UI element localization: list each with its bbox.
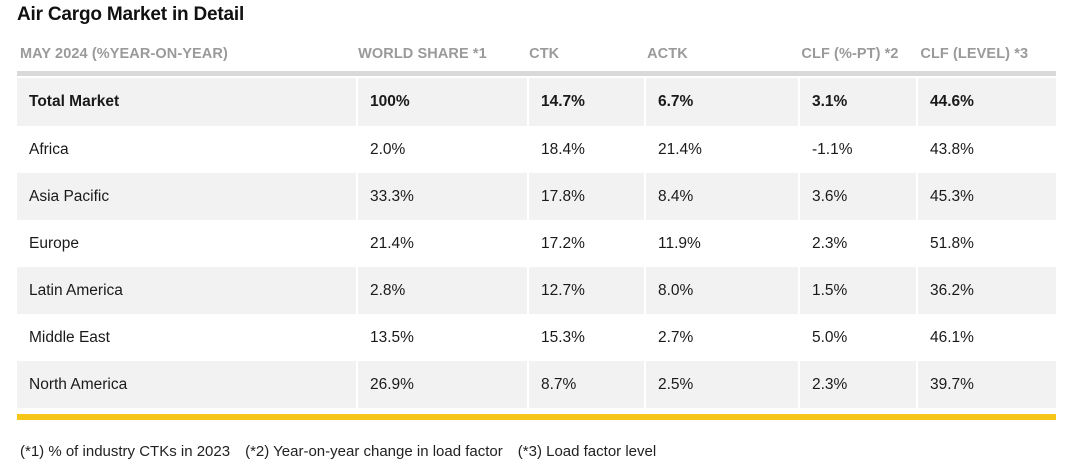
header-clf-level: CLF (LEVEL) *3 bbox=[920, 45, 1029, 62]
cell-ctk: 17.2% bbox=[529, 220, 646, 267]
cell-ctk: 12.7% bbox=[529, 267, 646, 314]
cell-region: Europe bbox=[17, 220, 358, 267]
header-region: MAY 2024 (%YEAR-ON-YEAR) bbox=[20, 45, 228, 62]
header-clf-pt: CLF (%-PT) *2 bbox=[801, 45, 899, 62]
page-title: Air Cargo Market in Detail bbox=[17, 4, 245, 25]
cell-clf-level: 45.3% bbox=[930, 187, 974, 205]
cell-world-share: 2.8% bbox=[358, 267, 529, 314]
cell-clf-pt: -1.1% bbox=[800, 126, 918, 173]
cell-ctk: 18.4% bbox=[529, 126, 646, 173]
cell-region: Latin America bbox=[17, 267, 358, 314]
cell-clf-level: 36.2% bbox=[930, 281, 974, 299]
cell-actk: 11.9% bbox=[646, 220, 800, 267]
table-row: North America 26.9% 8.7% 2.5% 2.3% 39.7% bbox=[17, 361, 1056, 408]
cell-ctk: 15.3% bbox=[529, 314, 646, 361]
table-header-row: MAY 2024 (%YEAR-ON-YEAR) WORLD SHARE *1 … bbox=[17, 36, 1056, 76]
cell-clf-level: 43.8% bbox=[930, 140, 974, 158]
cell-clf-level: 46.1% bbox=[930, 328, 974, 346]
footnote-2: (*2) Year-on-year change in load factor bbox=[245, 443, 503, 460]
header-ctk: CTK bbox=[529, 45, 560, 62]
header-actk: ACTK bbox=[647, 45, 688, 62]
footnote-1: (*1) % of industry CTKs in 2023 bbox=[20, 443, 231, 460]
cell-clf-pt: 3.6% bbox=[800, 173, 918, 220]
cell-clf-pt: 5.0% bbox=[800, 314, 918, 361]
cell-world-share: 13.5% bbox=[358, 314, 529, 361]
footnotes: (*1) % of industry CTKs in 2023 (*2) Yea… bbox=[20, 443, 656, 460]
cell-clf-level: 39.7% bbox=[930, 375, 974, 393]
cell-actk: 21.4% bbox=[646, 126, 800, 173]
cell-actk: 2.7% bbox=[646, 314, 800, 361]
cell-world-share: 100% bbox=[358, 78, 529, 126]
cell-ctk: 8.7% bbox=[529, 361, 646, 408]
cell-region: North America bbox=[17, 361, 358, 408]
cell-ctk: 14.7% bbox=[529, 78, 646, 126]
cell-clf-level: 51.8% bbox=[930, 234, 974, 252]
header-world-share: WORLD SHARE *1 bbox=[358, 45, 487, 62]
cell-clf-pt: 2.3% bbox=[800, 361, 918, 408]
cell-clf-pt: 1.5% bbox=[800, 267, 918, 314]
cell-actk: 8.4% bbox=[646, 173, 800, 220]
cell-actk: 2.5% bbox=[646, 361, 800, 408]
table-row: Total Market 100% 14.7% 6.7% 3.1% 44.6% bbox=[17, 78, 1056, 126]
cell-world-share: 21.4% bbox=[358, 220, 529, 267]
cell-world-share: 33.3% bbox=[358, 173, 529, 220]
cell-actk: 6.7% bbox=[646, 78, 800, 126]
table-row: Middle East 13.5% 15.3% 2.7% 5.0% 46.1% bbox=[17, 314, 1056, 361]
cell-actk: 8.0% bbox=[646, 267, 800, 314]
cell-clf-pt: 3.1% bbox=[800, 78, 918, 126]
cell-clf-level: 44.6% bbox=[930, 93, 974, 110]
table-row: Latin America 2.8% 12.7% 8.0% 1.5% 36.2% bbox=[17, 267, 1056, 314]
footnote-3: (*3) Load factor level bbox=[517, 443, 657, 460]
cell-world-share: 26.9% bbox=[358, 361, 529, 408]
cell-clf-pt: 2.3% bbox=[800, 220, 918, 267]
cell-region: Total Market bbox=[17, 78, 358, 126]
cell-region: Middle East bbox=[17, 314, 358, 361]
cell-ctk: 17.8% bbox=[529, 173, 646, 220]
table-row: Europe 21.4% 17.2% 11.9% 2.3% 51.8% bbox=[17, 220, 1056, 267]
table-row: Asia Pacific 33.3% 17.8% 8.4% 3.6% 45.3% bbox=[17, 173, 1056, 220]
cell-region: Africa bbox=[17, 126, 358, 173]
cell-world-share: 2.0% bbox=[358, 126, 529, 173]
air-cargo-table: MAY 2024 (%YEAR-ON-YEAR) WORLD SHARE *1 … bbox=[17, 36, 1056, 408]
table-row: Africa 2.0% 18.4% 21.4% -1.1% 43.8% bbox=[17, 126, 1056, 173]
table-bottom-accent-bar bbox=[17, 414, 1056, 420]
cell-region: Asia Pacific bbox=[17, 173, 358, 220]
